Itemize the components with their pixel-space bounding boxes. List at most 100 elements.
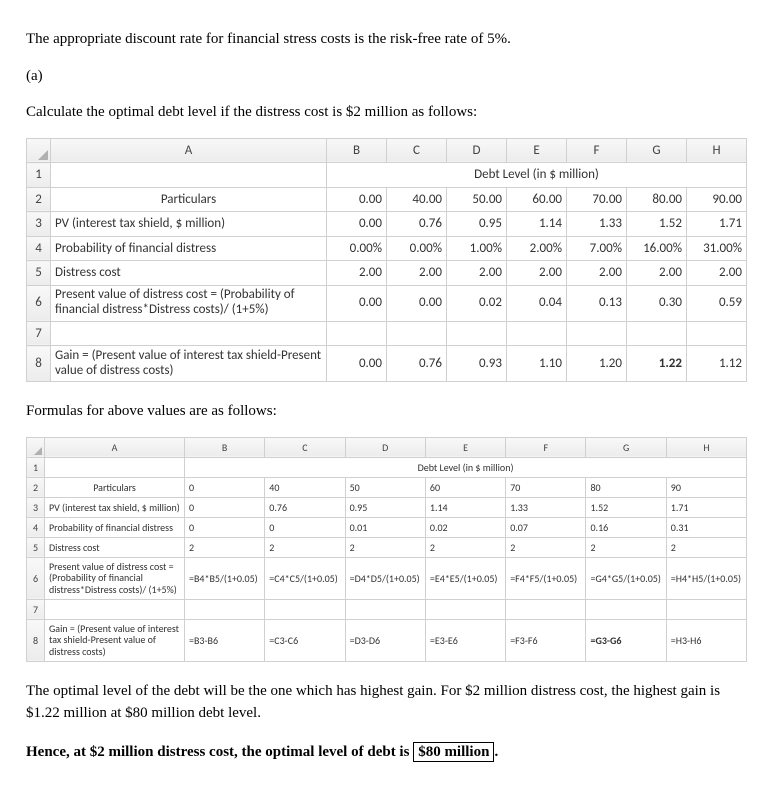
cell[interactable] xyxy=(265,599,345,619)
cell[interactable]: 60 xyxy=(425,477,505,497)
cell[interactable]: 0 xyxy=(185,477,265,497)
debt-level-heading[interactable]: Debt Level (in $ million) xyxy=(185,457,747,477)
cell[interactable]: 40.00 xyxy=(387,187,447,212)
cell[interactable] xyxy=(627,321,687,346)
cell[interactable]: 2.00 xyxy=(327,261,387,286)
cell[interactable]: 1.71 xyxy=(687,212,747,237)
row-3[interactable]: 3 xyxy=(27,497,45,517)
col-H[interactable]: H xyxy=(687,138,747,163)
row-6[interactable]: 6 xyxy=(27,285,51,321)
cell[interactable]: =H3-H6 xyxy=(666,619,746,661)
cell[interactable]: 0.93 xyxy=(447,346,507,382)
cell-highlighted[interactable]: 1.22 xyxy=(627,346,687,382)
cell[interactable] xyxy=(666,599,746,619)
cell[interactable]: 2.00 xyxy=(687,261,747,286)
cell[interactable]: 40 xyxy=(265,477,345,497)
particulars-label[interactable]: Particulars xyxy=(51,187,327,212)
cell-highlighted[interactable]: =G3-G6 xyxy=(586,619,666,661)
cell[interactable]: =D4*D5/(1+0.05) xyxy=(345,557,425,599)
cell[interactable]: 2 xyxy=(586,537,666,557)
cell[interactable] xyxy=(586,599,666,619)
cell[interactable]: =B4*B5/(1+0.05) xyxy=(185,557,265,599)
cell[interactable]: 0.95 xyxy=(345,497,425,517)
row-label[interactable]: Distress cost xyxy=(51,261,327,286)
row-5[interactable]: 5 xyxy=(27,261,51,286)
col-D[interactable]: D xyxy=(447,138,507,163)
cell[interactable]: 0 xyxy=(185,497,265,517)
row-label[interactable]: PV (interest tax shield, $ million) xyxy=(45,497,185,517)
cell[interactable]: 0.07 xyxy=(506,517,586,537)
row-8[interactable]: 8 xyxy=(27,346,51,382)
col-F[interactable]: F xyxy=(506,437,586,457)
cell[interactable]: 2.00 xyxy=(507,261,567,286)
select-all-corner[interactable] xyxy=(27,138,51,163)
cell[interactable]: 0.13 xyxy=(567,285,627,321)
cell[interactable]: 1.00% xyxy=(447,236,507,261)
cell[interactable]: =C4*C5/(1+0.05) xyxy=(265,557,345,599)
debt-level-heading[interactable]: Debt Level (in $ million) xyxy=(327,163,747,188)
col-H[interactable]: H xyxy=(666,437,746,457)
cell[interactable]: 2.00 xyxy=(387,261,447,286)
cell[interactable]: =F4*F5/(1+0.05) xyxy=(506,557,586,599)
cell[interactable]: 2.00 xyxy=(447,261,507,286)
col-C[interactable]: C xyxy=(387,138,447,163)
row-7[interactable]: 7 xyxy=(27,599,45,619)
cell[interactable]: =H4*H5/(1+0.05) xyxy=(666,557,746,599)
cell[interactable] xyxy=(425,599,505,619)
cell[interactable]: 7.00% xyxy=(567,236,627,261)
row-3[interactable]: 3 xyxy=(27,212,51,237)
cell[interactable]: =B3-B6 xyxy=(185,619,265,661)
row-1[interactable]: 1 xyxy=(27,163,51,188)
cell[interactable]: 0.00 xyxy=(327,285,387,321)
cell[interactable]: 0.95 xyxy=(447,212,507,237)
row-label[interactable]: Gain = (Present value of interest tax sh… xyxy=(45,619,185,661)
col-B[interactable]: B xyxy=(327,138,387,163)
cell[interactable]: 1.12 xyxy=(687,346,747,382)
cell[interactable]: 0.02 xyxy=(425,517,505,537)
cell[interactable]: 0 xyxy=(185,517,265,537)
cell[interactable]: 1.33 xyxy=(506,497,586,517)
cell[interactable]: 0.00 xyxy=(327,346,387,382)
row-label[interactable]: Probability of financial distress xyxy=(51,236,327,261)
cell[interactable]: 0.31 xyxy=(666,517,746,537)
cell[interactable] xyxy=(327,321,387,346)
cell[interactable]: 1.10 xyxy=(507,346,567,382)
cell[interactable] xyxy=(447,321,507,346)
row-7[interactable]: 7 xyxy=(27,321,51,346)
cell[interactable]: 0.00 xyxy=(327,187,387,212)
cell[interactable]: 2 xyxy=(666,537,746,557)
row-6[interactable]: 6 xyxy=(27,557,45,599)
cell[interactable]: 0.04 xyxy=(507,285,567,321)
col-G[interactable]: G xyxy=(586,437,666,457)
cell[interactable]: 2.00 xyxy=(567,261,627,286)
cell[interactable]: 0.59 xyxy=(687,285,747,321)
row-2[interactable]: 2 xyxy=(27,187,51,212)
cell[interactable]: 0 xyxy=(265,517,345,537)
row-label[interactable]: Distress cost xyxy=(45,537,185,557)
cell[interactable]: 0.00 xyxy=(387,285,447,321)
cell[interactable]: 1.33 xyxy=(567,212,627,237)
cell[interactable] xyxy=(51,321,327,346)
cell[interactable] xyxy=(567,321,627,346)
cell[interactable]: 90 xyxy=(666,477,746,497)
cell[interactable] xyxy=(387,321,447,346)
particulars-label[interactable]: Particulars xyxy=(45,477,185,497)
row-5[interactable]: 5 xyxy=(27,537,45,557)
cell[interactable]: 0.01 xyxy=(345,517,425,537)
cell[interactable]: 0.00% xyxy=(387,236,447,261)
cell[interactable]: 2.00% xyxy=(507,236,567,261)
row-1[interactable]: 1 xyxy=(27,457,45,477)
row-4[interactable]: 4 xyxy=(27,517,45,537)
col-E[interactable]: E xyxy=(507,138,567,163)
cell[interactable]: 50.00 xyxy=(447,187,507,212)
cell[interactable]: 1.20 xyxy=(567,346,627,382)
cell[interactable]: 70.00 xyxy=(567,187,627,212)
row-label[interactable]: Present value of distress cost = (Probab… xyxy=(45,557,185,599)
cell[interactable] xyxy=(687,321,747,346)
row-label[interactable]: Gain = (Present value of interest tax sh… xyxy=(51,346,327,382)
row-2[interactable]: 2 xyxy=(27,477,45,497)
cell[interactable]: 0.02 xyxy=(447,285,507,321)
cell[interactable] xyxy=(51,163,327,188)
cell[interactable]: 0.16 xyxy=(586,517,666,537)
cell[interactable]: 0.76 xyxy=(387,346,447,382)
